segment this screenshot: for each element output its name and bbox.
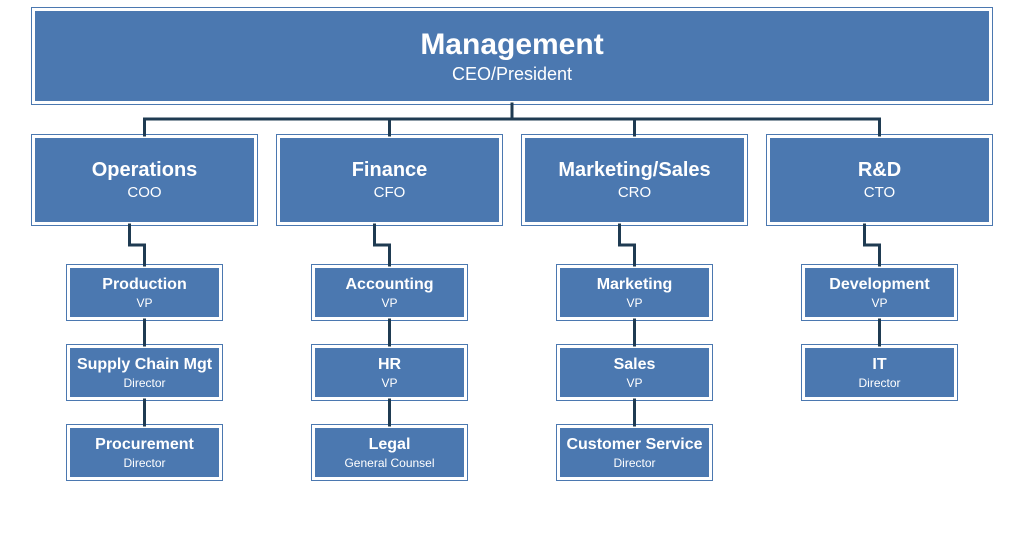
sub-subtitle: Director	[858, 376, 900, 390]
sub-title: Sales	[614, 356, 656, 374]
org-root-subtitle: CEO/President	[452, 64, 572, 85]
org-root: Management CEO/President	[32, 8, 992, 104]
sub-supply-chain: Supply Chain Mgt Director	[67, 345, 222, 400]
dept-title: Finance	[352, 159, 428, 182]
sub-customer-service: Customer Service Director	[557, 425, 712, 480]
sub-subtitle: VP	[136, 296, 152, 310]
sub-production: Production VP	[67, 265, 222, 320]
sub-subtitle: Director	[123, 376, 165, 390]
sub-development: Development VP	[802, 265, 957, 320]
dept-finance: Finance CFO	[277, 135, 502, 225]
dept-subtitle: CTO	[864, 184, 895, 201]
sub-subtitle: VP	[381, 296, 397, 310]
sub-title: IT	[872, 356, 886, 374]
sub-subtitle: VP	[626, 296, 642, 310]
sub-subtitle: VP	[626, 376, 642, 390]
dept-marketing: Marketing/Sales CRO	[522, 135, 747, 225]
sub-title: Development	[829, 276, 929, 294]
sub-title: Procurement	[95, 436, 194, 454]
sub-legal: Legal General Counsel	[312, 425, 467, 480]
sub-marketing: Marketing VP	[557, 265, 712, 320]
dept-subtitle: CRO	[618, 184, 651, 201]
sub-title: Supply Chain Mgt	[77, 356, 212, 374]
dept-operations: Operations COO	[32, 135, 257, 225]
sub-title: HR	[378, 356, 401, 374]
dept-subtitle: CFO	[374, 184, 406, 201]
dept-rnd: R&D CTO	[767, 135, 992, 225]
sub-title: Accounting	[346, 276, 434, 294]
dept-subtitle: COO	[127, 184, 161, 201]
sub-subtitle: VP	[871, 296, 887, 310]
sub-title: Production	[102, 276, 186, 294]
sub-it: IT Director	[802, 345, 957, 400]
sub-sales: Sales VP	[557, 345, 712, 400]
sub-subtitle: Director	[613, 456, 655, 470]
dept-title: R&D	[858, 159, 901, 182]
sub-title: Customer Service	[566, 436, 702, 454]
sub-subtitle: VP	[381, 376, 397, 390]
org-root-title: Management	[420, 28, 603, 62]
dept-title: Marketing/Sales	[558, 159, 710, 182]
sub-hr: HR VP	[312, 345, 467, 400]
sub-procurement: Procurement Director	[67, 425, 222, 480]
sub-title: Marketing	[597, 276, 673, 294]
sub-title: Legal	[369, 436, 411, 454]
dept-title: Operations	[92, 159, 198, 182]
sub-subtitle: General Counsel	[344, 456, 434, 470]
sub-accounting: Accounting VP	[312, 265, 467, 320]
sub-subtitle: Director	[123, 456, 165, 470]
